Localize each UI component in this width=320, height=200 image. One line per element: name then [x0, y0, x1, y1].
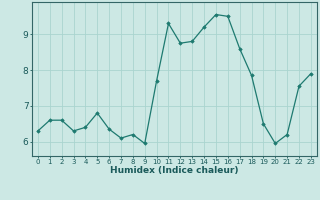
- X-axis label: Humidex (Indice chaleur): Humidex (Indice chaleur): [110, 166, 239, 175]
